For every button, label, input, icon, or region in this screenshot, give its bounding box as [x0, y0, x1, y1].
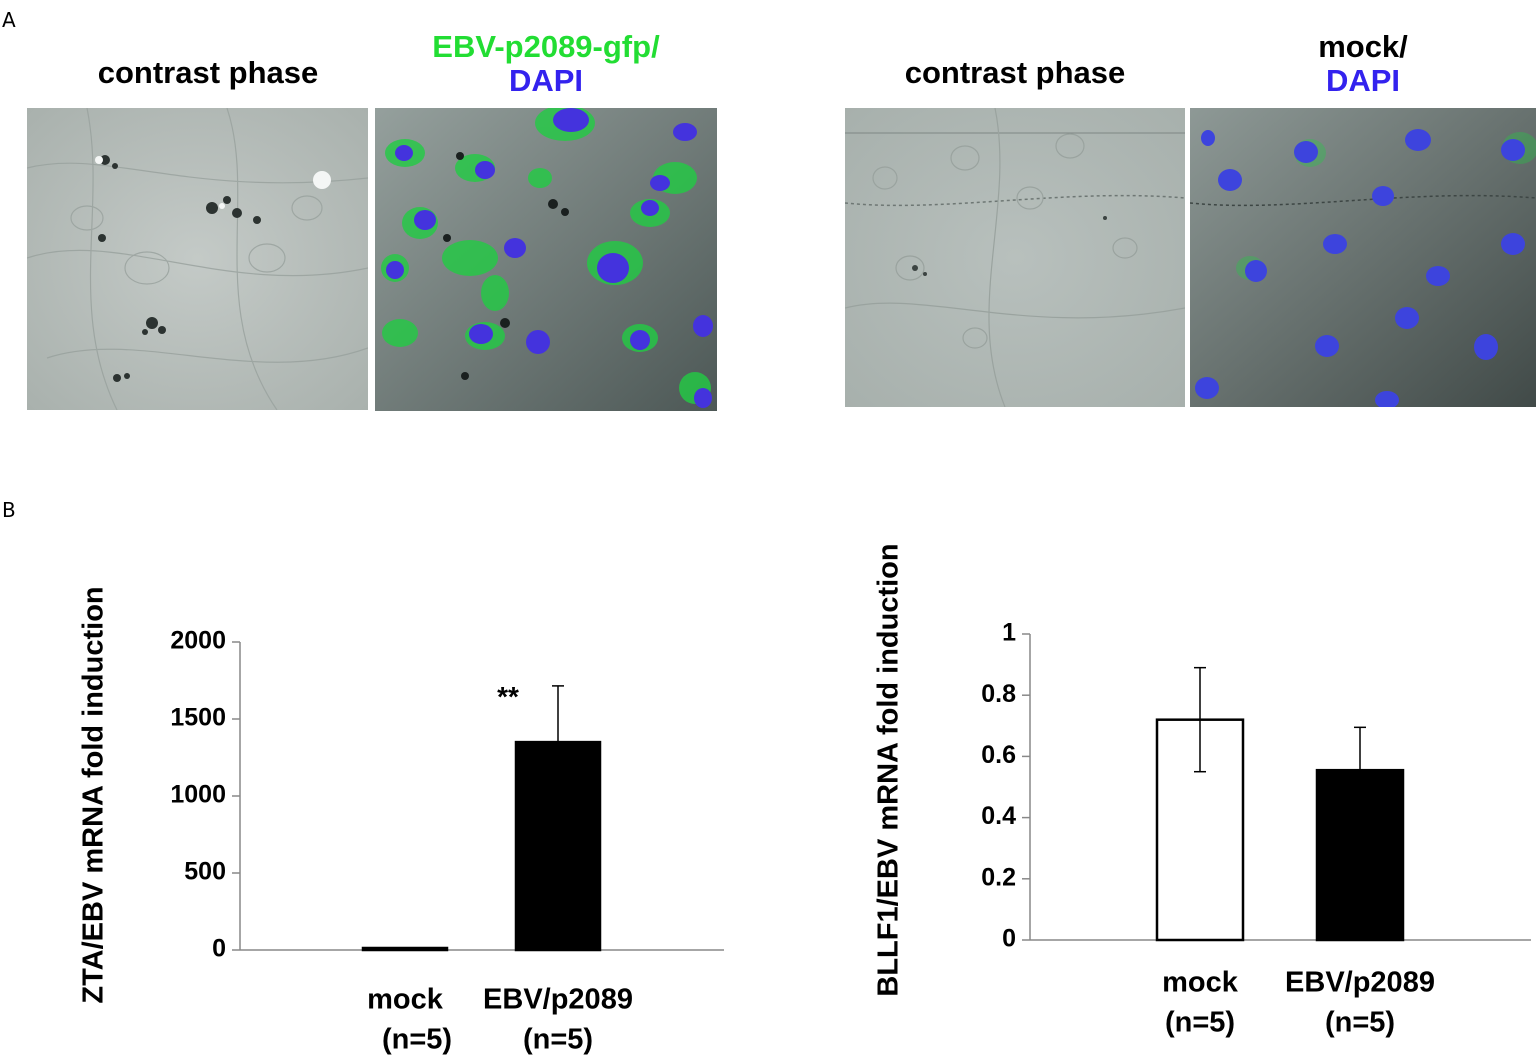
- chart-zta-significance-annotation: **: [497, 681, 519, 712]
- chart-bllf1-bar: [1315, 768, 1405, 942]
- caption-gfp-dapi: EBV-p2089-gfp/ DAPI: [375, 30, 717, 98]
- chart-zta-ytick-label: 500: [184, 858, 226, 886]
- caption-dapi-label-right: DAPI: [1325, 63, 1401, 98]
- chart-zta-ytick-label: 2000: [170, 627, 226, 655]
- chart-bllf1-category-label: EBV/p2089: [1285, 967, 1435, 999]
- chart-zta-category-sublabel: (n=5): [523, 1024, 593, 1056]
- chart-bllf1-svg: BLLF1/EBV mRNA fold induction 0 0.2 0.4 0.6…: [873, 543, 1531, 1039]
- chart-bllf1-ylabel: BLLF1/EBV mRNA fold induction: [873, 543, 905, 996]
- chart-bllf1-ytick-label: 0.8: [981, 680, 1016, 708]
- chart-zta-bar: [514, 740, 602, 952]
- caption-dapi-label-left: DAPI: [508, 63, 584, 98]
- chart-bllf1-ytick-label: 0: [1002, 925, 1016, 953]
- chart-zta-ylabel: ZTA/EBV mRNA fold induction: [78, 586, 110, 1003]
- chart-zta-ytick-label: 1000: [170, 781, 226, 809]
- chart-bllf1-ytick-label: 0.6: [981, 741, 1016, 769]
- chart-bllf1-fold-induction: BLLF1/EBV mRNA fold induction 0 0.2 0.4 0.6…: [800, 500, 1536, 1057]
- micrograph-gfp-dapi: [375, 108, 717, 411]
- chart-bllf1-ytick-label: 0.4: [981, 802, 1016, 830]
- chart-bllf1-category-label: mock: [1162, 967, 1239, 999]
- chart-zta-category-label: mock: [367, 984, 444, 1016]
- caption-contrast-phase-left: contrast phase: [97, 55, 319, 90]
- chart-zta-ylabel-group: ZTA/EBV mRNA fold induction: [78, 586, 110, 1003]
- micrograph-phase-infected: [27, 108, 368, 410]
- micrograph-phase-mock: [845, 108, 1185, 407]
- chart-zta-svg: ZTA/EBV mRNA fold induction 0 500 1000 1500…: [78, 586, 724, 1056]
- chart-bllf1-ylabel-group: BLLF1/EBV mRNA fold induction: [873, 543, 905, 996]
- panel-label-a: A: [2, 8, 16, 32]
- caption-mock-dapi: mock/ DAPI: [1190, 30, 1536, 98]
- chart-zta-fold-induction: ZTA/EBV mRNA fold induction 0 500 1000 1500…: [0, 520, 760, 1057]
- chart-zta-ytick-label: 0: [212, 935, 226, 963]
- panel-label-b: B: [2, 498, 16, 522]
- chart-zta-category-sublabel: (n=5): [382, 1024, 452, 1056]
- micrograph-mock-dapi: [1190, 108, 1536, 407]
- chart-bllf1-ytick-label: 1: [1002, 619, 1016, 647]
- chart-zta-ytick-label: 1500: [170, 704, 226, 732]
- caption-gfp-label: EBV-p2089-gfp/: [432, 29, 660, 64]
- chart-bllf1-category-sublabel: (n=5): [1325, 1007, 1395, 1039]
- chart-bllf1-category-sublabel: (n=5): [1165, 1007, 1235, 1039]
- caption-mock-label: mock/: [1318, 29, 1408, 64]
- chart-zta-category-label: EBV/p2089: [483, 984, 633, 1016]
- caption-contrast-phase-right: contrast phase: [904, 55, 1126, 90]
- chart-zta-bar: [361, 946, 449, 952]
- chart-bllf1-ytick-label: 0.2: [981, 863, 1016, 891]
